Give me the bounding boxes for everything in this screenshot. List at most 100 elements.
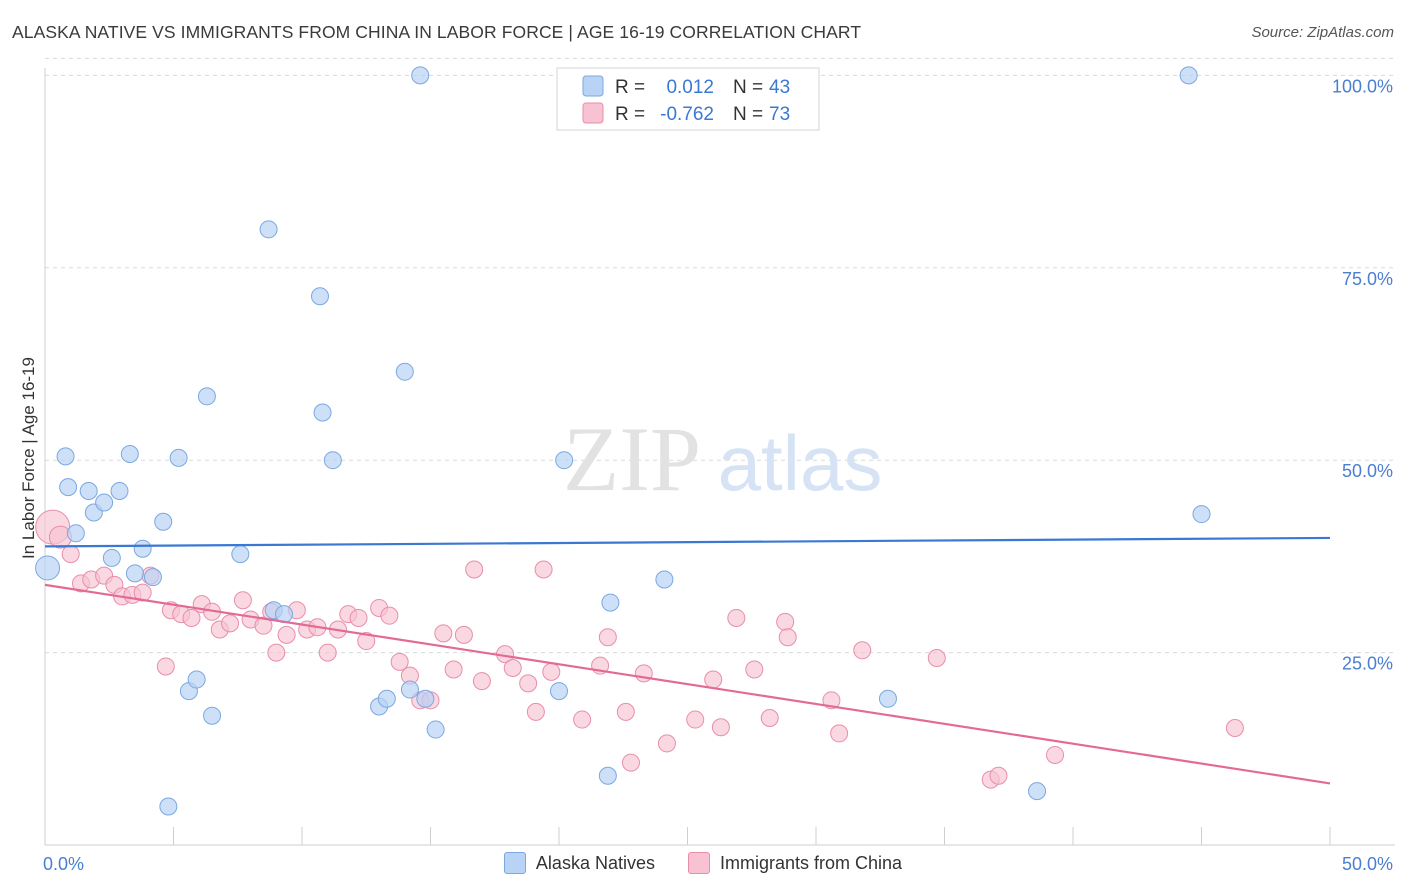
legend-r-value-2: -0.762 xyxy=(660,104,714,125)
y-tick-label-25: 25.0% xyxy=(1342,654,1393,674)
point-immigrants-from-china xyxy=(519,674,538,693)
point-immigrants-from-china xyxy=(778,628,797,647)
tick-labels: 25.0% 50.0% 75.0% 100.0% 0.0% 50.0% xyxy=(43,76,1393,874)
point-immigrants-from-china xyxy=(853,641,872,660)
point-immigrants-from-china xyxy=(434,624,453,643)
point-alaska-natives xyxy=(598,766,617,785)
legend-r-label-2: R = xyxy=(615,104,645,125)
point-alaska-natives xyxy=(416,689,435,708)
point-alaska-natives xyxy=(35,555,61,581)
point-alaska-natives xyxy=(120,445,139,464)
point-immigrants-from-china xyxy=(380,606,399,625)
point-alaska-natives xyxy=(56,447,75,466)
point-immigrants-from-china xyxy=(156,657,175,676)
legend-n-label-1: N = xyxy=(733,77,763,98)
point-alaska-natives xyxy=(169,448,188,467)
point-immigrants-from-china xyxy=(503,658,522,677)
point-immigrants-from-china xyxy=(349,608,368,627)
point-alaska-natives xyxy=(231,545,250,564)
legend-bottom: Alaska Natives Immigrants from China xyxy=(0,852,1406,879)
point-alaska-natives xyxy=(550,682,568,701)
point-immigrants-from-china xyxy=(927,648,946,667)
point-alaska-natives xyxy=(59,478,78,497)
point-alaska-natives xyxy=(323,451,342,470)
point-alaska-natives xyxy=(400,680,419,699)
point-alaska-natives xyxy=(655,570,674,589)
point-immigrants-from-china xyxy=(621,753,640,772)
point-alaska-natives xyxy=(66,524,85,543)
legend-item-alaska-natives: Alaska Natives xyxy=(503,852,655,874)
point-alaska-natives xyxy=(377,689,396,708)
point-alaska-natives xyxy=(95,493,114,512)
legend-label-alaska-natives: Alaska Natives xyxy=(535,852,655,873)
point-alaska-natives xyxy=(79,481,98,500)
legend-swatch-pink xyxy=(582,102,604,124)
point-immigrants-from-china xyxy=(1225,719,1244,738)
point-immigrants-from-china xyxy=(776,612,795,631)
point-alaska-natives xyxy=(197,387,216,406)
series-immigrants-from-china xyxy=(35,509,1244,789)
point-immigrants-from-china xyxy=(390,652,409,671)
point-alaska-natives xyxy=(203,706,222,725)
point-alaska-natives xyxy=(1192,505,1211,524)
point-immigrants-from-china xyxy=(221,614,240,633)
point-alaska-natives xyxy=(411,66,430,85)
point-immigrants-from-china xyxy=(357,632,376,651)
point-immigrants-from-china xyxy=(267,643,286,662)
chart-title: ALASKA NATIVE VS IMMIGRANTS FROM CHINA I… xyxy=(12,22,862,42)
point-immigrants-from-china xyxy=(686,710,705,729)
point-immigrants-from-china xyxy=(830,724,849,743)
point-immigrants-from-china xyxy=(727,608,746,627)
source-credit: Source: ZipAtlas.com xyxy=(1251,24,1394,41)
point-immigrants-from-china xyxy=(534,560,553,579)
y-tick-label-75: 75.0% xyxy=(1342,269,1393,289)
point-alaska-natives xyxy=(555,451,574,470)
grid-lines xyxy=(45,57,1395,654)
point-immigrants-from-china xyxy=(616,702,635,721)
legend-swatch-blue xyxy=(582,75,604,97)
point-immigrants-from-china xyxy=(233,591,252,610)
point-alaska-natives xyxy=(102,548,121,567)
point-alaska-natives xyxy=(110,481,129,500)
point-immigrants-from-china xyxy=(318,643,337,662)
point-alaska-natives xyxy=(133,539,152,558)
axes xyxy=(44,68,1395,846)
point-immigrants-from-china xyxy=(598,628,617,647)
point-immigrants-from-china xyxy=(657,734,676,753)
watermark-zip: ZIP xyxy=(563,408,701,510)
point-alaska-natives xyxy=(125,564,144,583)
point-immigrants-from-china xyxy=(526,702,545,721)
x-tick-label-start: 0.0% xyxy=(43,854,84,874)
point-immigrants-from-china xyxy=(61,545,80,564)
y-tick-label-100: 100.0% xyxy=(1332,76,1393,96)
point-alaska-natives xyxy=(601,593,620,612)
point-alaska-natives xyxy=(187,670,206,689)
legend-item-immigrants-from-china: Immigrants from China xyxy=(688,852,902,874)
point-alaska-natives xyxy=(1028,782,1047,801)
legend-n-label-2: N = xyxy=(733,104,763,125)
point-alaska-natives xyxy=(310,287,329,306)
trend-lines xyxy=(44,536,1331,785)
point-alaska-natives xyxy=(313,403,332,422)
legend-swatch-alaska-natives xyxy=(503,852,526,874)
point-immigrants-from-china xyxy=(704,670,723,689)
point-alaska-natives xyxy=(259,220,278,239)
point-immigrants-from-china xyxy=(573,710,592,729)
point-immigrants-from-china xyxy=(1046,745,1065,764)
point-immigrants-from-china xyxy=(760,709,779,728)
point-immigrants-from-china xyxy=(542,662,561,681)
series-alaska-natives xyxy=(35,66,1211,816)
legend-r-label-1: R = xyxy=(615,77,645,98)
legend-n-value-2: 73 xyxy=(769,104,790,125)
point-alaska-natives xyxy=(878,689,897,708)
point-immigrants-from-china xyxy=(182,608,201,627)
point-immigrants-from-china xyxy=(989,766,1008,785)
point-immigrants-from-china xyxy=(472,672,491,691)
point-alaska-natives xyxy=(159,797,178,816)
point-alaska-natives xyxy=(395,362,414,381)
point-immigrants-from-china xyxy=(822,691,841,710)
point-immigrants-from-china xyxy=(454,625,473,644)
legend-label-immigrants-from-china: Immigrants from China xyxy=(720,852,903,873)
point-alaska-natives xyxy=(154,512,173,531)
